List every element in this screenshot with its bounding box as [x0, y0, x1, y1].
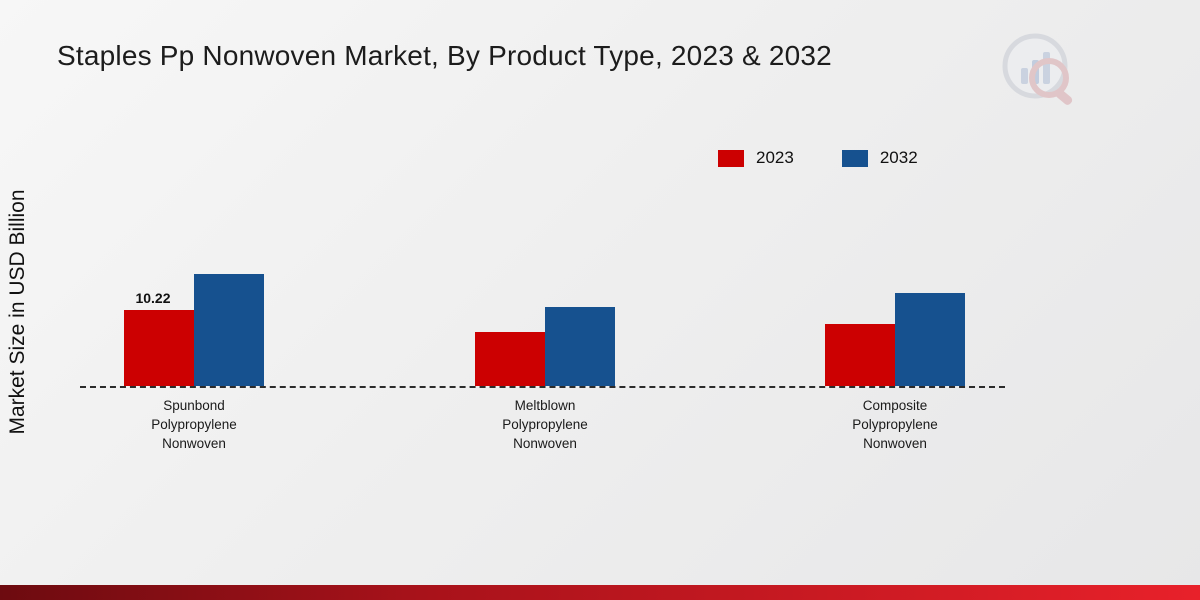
bar-2032-meltblown: [545, 307, 615, 386]
x-tick-label: Nonwoven: [162, 436, 226, 451]
legend-label-2023: 2023: [756, 148, 794, 167]
legend-item-2023: 2023: [718, 148, 794, 168]
x-tick-label: Spunbond: [163, 398, 225, 413]
x-tick-label: Nonwoven: [513, 436, 577, 451]
legend: 2023 2032: [718, 148, 918, 168]
bar-2023-composite: [825, 324, 895, 386]
x-tick-label: Meltblown: [514, 398, 576, 413]
legend-swatch-2032: [841, 149, 868, 167]
bar-2032-spunbond: [194, 274, 264, 386]
bar-2023-meltblown: [475, 332, 545, 386]
brand-logo-graphic: [1002, 33, 1073, 105]
legend-item-2032: 2032: [841, 148, 918, 168]
x-tick-label: Nonwoven: [863, 436, 927, 451]
x-tick-label: Polypropylene: [151, 417, 237, 432]
x-tick-label: Polypropylene: [852, 417, 938, 432]
chart-title: Staples Pp Nonwoven Market, By Product T…: [57, 40, 832, 71]
legend-swatch-2023: [718, 149, 744, 167]
axis-baseline: [80, 386, 1005, 388]
x-tick-label: Composite: [862, 398, 928, 413]
brand-logo: [997, 28, 1085, 121]
bar-value-label: 10.22: [135, 290, 171, 306]
x-tick-label: Polypropylene: [502, 417, 588, 432]
bar-2023-spunbond: [124, 310, 194, 386]
legend-label-2032: 2032: [879, 148, 918, 167]
footer-accent-bar: [0, 585, 1200, 600]
bar-2032-composite: [895, 293, 965, 386]
